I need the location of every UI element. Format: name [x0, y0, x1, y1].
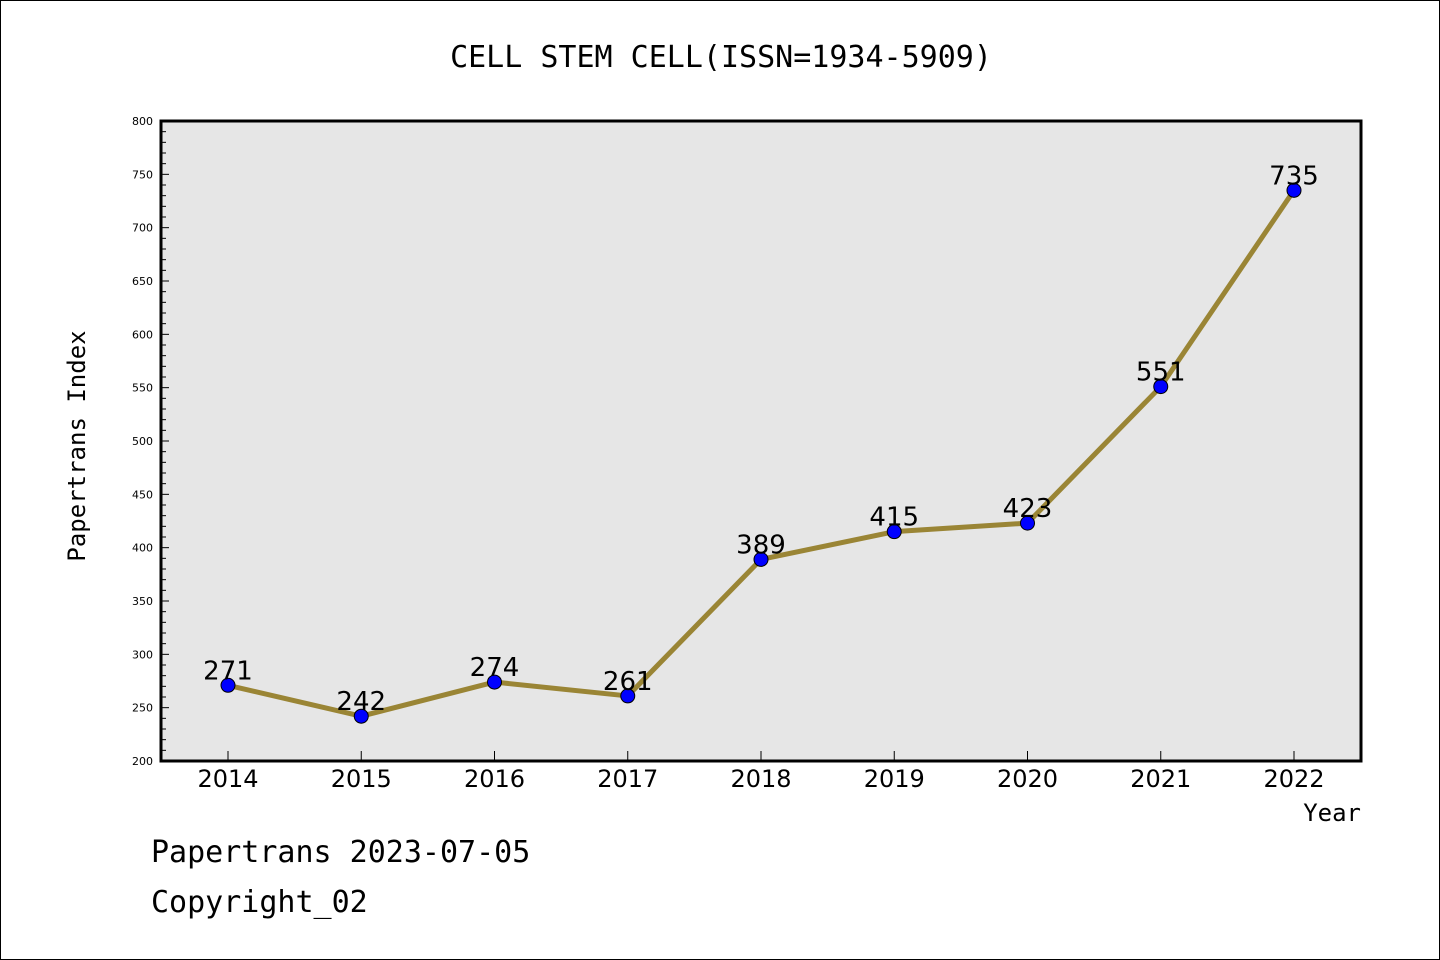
y-axis: 200 250 300 350 400 450 500 550 600 650 700 750 800: [132, 115, 169, 768]
data-point: [487, 674, 502, 690]
y-tick-label: 600: [132, 328, 153, 341]
plot-area: [161, 121, 1361, 761]
y-tick-label: 800: [132, 115, 153, 128]
y-tick-label: 250: [132, 702, 153, 715]
y-tick-label: 400: [132, 542, 153, 555]
x-axis: 2014 2015 2016 2017 2018 2019 2020 2021 2022: [197, 751, 1325, 793]
data-label: 551: [1136, 358, 1186, 388]
data-label: 423: [1003, 494, 1053, 524]
y-tick-label: 650: [132, 275, 153, 288]
y-tick-label: 300: [132, 648, 153, 661]
y-tick-label: 700: [132, 222, 153, 235]
data-label: 274: [470, 653, 520, 683]
data-point: [753, 551, 769, 567]
data-point: [620, 688, 636, 704]
data-point: [1153, 379, 1169, 395]
plot-border: [159, 119, 1363, 763]
x-tick-label: 2018: [730, 765, 791, 793]
x-tick-label: 2020: [997, 765, 1058, 793]
data-label: 261: [603, 667, 653, 697]
x-tick-label: 2022: [1263, 765, 1324, 793]
data-point: [886, 524, 902, 540]
data-point: [1286, 182, 1302, 198]
data-point: [220, 677, 236, 693]
data-label: 389: [736, 530, 786, 560]
data-label: 271: [203, 656, 253, 686]
data-point: [1020, 515, 1035, 531]
footer-copyright: Copyright_02: [151, 885, 368, 920]
x-tick-label: 2021: [1130, 765, 1191, 793]
y-tick-label: 500: [132, 435, 153, 448]
y-tick-label: 550: [132, 382, 153, 395]
y-tick-label: 200: [132, 755, 153, 768]
x-axis-label: Year: [1303, 799, 1361, 827]
data-labels: 271 242 274 261 389 415 423 551 735: [203, 161, 1319, 717]
x-tick-label: 2016: [464, 765, 525, 793]
y-axis-label: Papertrans Index: [63, 330, 91, 561]
data-point: [353, 708, 369, 724]
series-line-group: [220, 182, 1302, 724]
x-tick-label: 2019: [864, 765, 925, 793]
chart-title: CELL STEM CELL(ISSN=1934-5909): [450, 40, 992, 75]
x-tick-label: 2014: [197, 765, 258, 793]
y-tick-label: 750: [132, 168, 153, 181]
y-tick-label: 450: [132, 488, 153, 501]
data-label: 242: [336, 687, 386, 717]
x-tick-label: 2015: [331, 765, 392, 793]
x-tick-label: 2017: [597, 765, 658, 793]
data-label: 735: [1269, 161, 1319, 191]
footer-date: Papertrans 2023-07-05: [151, 835, 531, 870]
y-tick-label: 350: [132, 595, 153, 608]
data-label: 415: [869, 503, 919, 533]
